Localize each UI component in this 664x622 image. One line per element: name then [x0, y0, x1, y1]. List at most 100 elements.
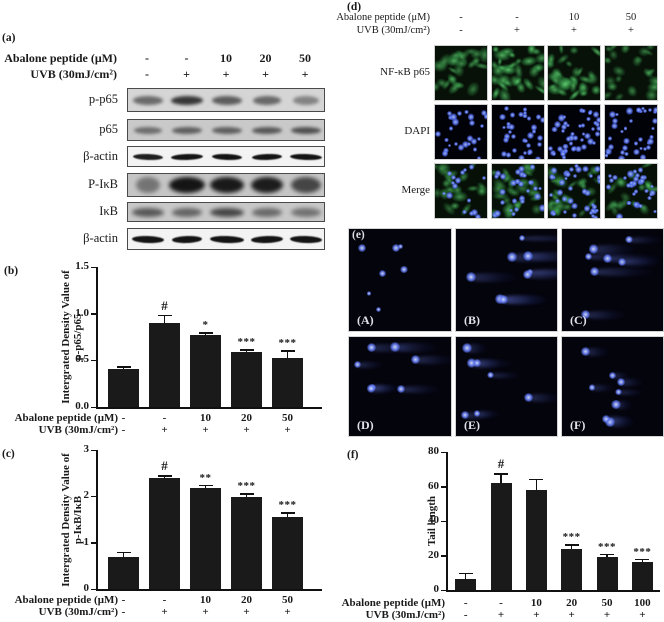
- nucleus-dot: [466, 198, 472, 203]
- cell-blob: [463, 78, 483, 99]
- comet-tail: [527, 252, 557, 261]
- nucleus-dot: [452, 183, 458, 189]
- comet-head: [366, 342, 376, 352]
- panel-e-comet-assay: (A) (B) (C) (D) (E) (F) (e): [330, 225, 664, 445]
- nucleus-dot: [588, 111, 593, 116]
- nucleus-dot: [626, 107, 634, 115]
- panel-b-bar-chart: (b) 0.0 0.5 1.0 1.5 Intergrated Density Valu…: [0, 258, 334, 445]
- blot-band: [132, 152, 163, 161]
- nucleus-dot: [514, 168, 522, 175]
- nucleus-dot: [518, 170, 526, 178]
- panel-a-label: (a): [2, 32, 16, 44]
- blot-band: [290, 234, 323, 244]
- panel-e-label: (e): [352, 229, 365, 241]
- nucleus-dot: [549, 193, 553, 198]
- nucleus-dot: [631, 192, 637, 197]
- nucleus-dot: [509, 208, 514, 213]
- nucleus-dot: [595, 131, 600, 137]
- comet-tail: [529, 269, 557, 275]
- nucleus-dot: [500, 151, 507, 158]
- nucleus-dot: [472, 147, 477, 152]
- nucleus-dot: [553, 121, 561, 128]
- nucleus-dot: [591, 141, 596, 145]
- error-bar-cap: [116, 551, 131, 554]
- blot-band: [251, 207, 282, 217]
- nucleus-dot: [586, 117, 592, 122]
- nucleus-dot: [535, 114, 542, 121]
- nucleus-dot: [638, 203, 643, 209]
- micrograph-image: [490, 45, 545, 101]
- y-tick: [441, 520, 446, 522]
- nucleus-dot: [567, 185, 574, 191]
- nucleus-dot: [595, 208, 600, 213]
- nucleus-dot: [565, 136, 572, 142]
- nucleus-dot: [633, 189, 638, 194]
- comet-head: [588, 244, 598, 254]
- nucleus-dot: [562, 115, 567, 120]
- comet-head: [581, 310, 591, 320]
- x-axis: [446, 590, 660, 592]
- nucleus-dot: [594, 165, 600, 173]
- nucleus-dot: [588, 210, 594, 215]
- nucleus-dot: [454, 176, 462, 184]
- cell-blob: [606, 82, 618, 92]
- cell-blob: [569, 46, 579, 56]
- category-dose-value: 20: [241, 412, 252, 424]
- y-tick-label: 2: [83, 489, 90, 502]
- nucleus-dot: [446, 110, 453, 116]
- bar: [490, 483, 512, 590]
- comet-head: [609, 371, 617, 379]
- comet-head: [590, 267, 599, 276]
- category-dose-value: 10: [200, 412, 211, 424]
- nucleus-dot: [558, 113, 566, 122]
- nucleus-dot: [548, 173, 555, 181]
- category-uvb-value: +: [202, 606, 209, 618]
- nucleus-dot: [568, 134, 576, 141]
- nucleus-dot: [443, 138, 449, 143]
- nucleus-dot: [531, 128, 537, 134]
- category-dose-value: 50: [282, 594, 293, 606]
- bar: [231, 351, 262, 407]
- y-tick-label: 80: [428, 445, 439, 457]
- blot-label: p-p65: [88, 92, 118, 106]
- nucleus-dot: [476, 155, 482, 159]
- blot-band: [171, 95, 204, 105]
- nucleus-dot: [483, 113, 487, 120]
- nucleus-dot: [591, 213, 596, 218]
- nucleus-dot: [512, 198, 518, 204]
- nucleus-dot: [528, 180, 533, 185]
- y-tick: [441, 486, 446, 488]
- category-dose-value: 10: [200, 594, 211, 606]
- nucleus-dot: [499, 188, 506, 196]
- nucleus-dot: [537, 186, 542, 190]
- blot-strip: [127, 202, 325, 222]
- comet-tail: [521, 235, 557, 242]
- comet-head: [523, 251, 533, 261]
- bar: [231, 496, 262, 589]
- nucleus-dot: [514, 178, 521, 185]
- category-uvb-value: +: [533, 609, 540, 621]
- blot-band: [250, 234, 283, 244]
- nucleus-dot: [508, 124, 516, 131]
- treatment-row1-label: Abalone peptide (μM): [336, 12, 430, 23]
- nucleus-dot: [494, 174, 500, 179]
- comet-head: [461, 342, 473, 353]
- error-bar-cap: [280, 350, 295, 352]
- nucleus-dot: [508, 129, 512, 135]
- micrograph-image: [434, 104, 488, 160]
- cell-blob: [631, 55, 643, 68]
- blot-band: [209, 234, 245, 244]
- lane-dose-value: -: [459, 12, 463, 23]
- lane-uvb-value: -: [459, 25, 463, 36]
- nucleus-dot: [551, 211, 556, 216]
- nucleus-dot: [647, 196, 652, 200]
- nucleus-dot: [499, 172, 507, 180]
- micrograph-image: [603, 163, 658, 219]
- blot-band: [171, 152, 204, 161]
- nucleus-dot: [596, 178, 600, 185]
- nucleus-dot: [649, 184, 654, 189]
- error-bar-cap: [600, 553, 614, 556]
- nucleus-dot: [466, 135, 474, 142]
- nucleus-dot: [638, 166, 644, 173]
- comet-tail: [465, 343, 489, 353]
